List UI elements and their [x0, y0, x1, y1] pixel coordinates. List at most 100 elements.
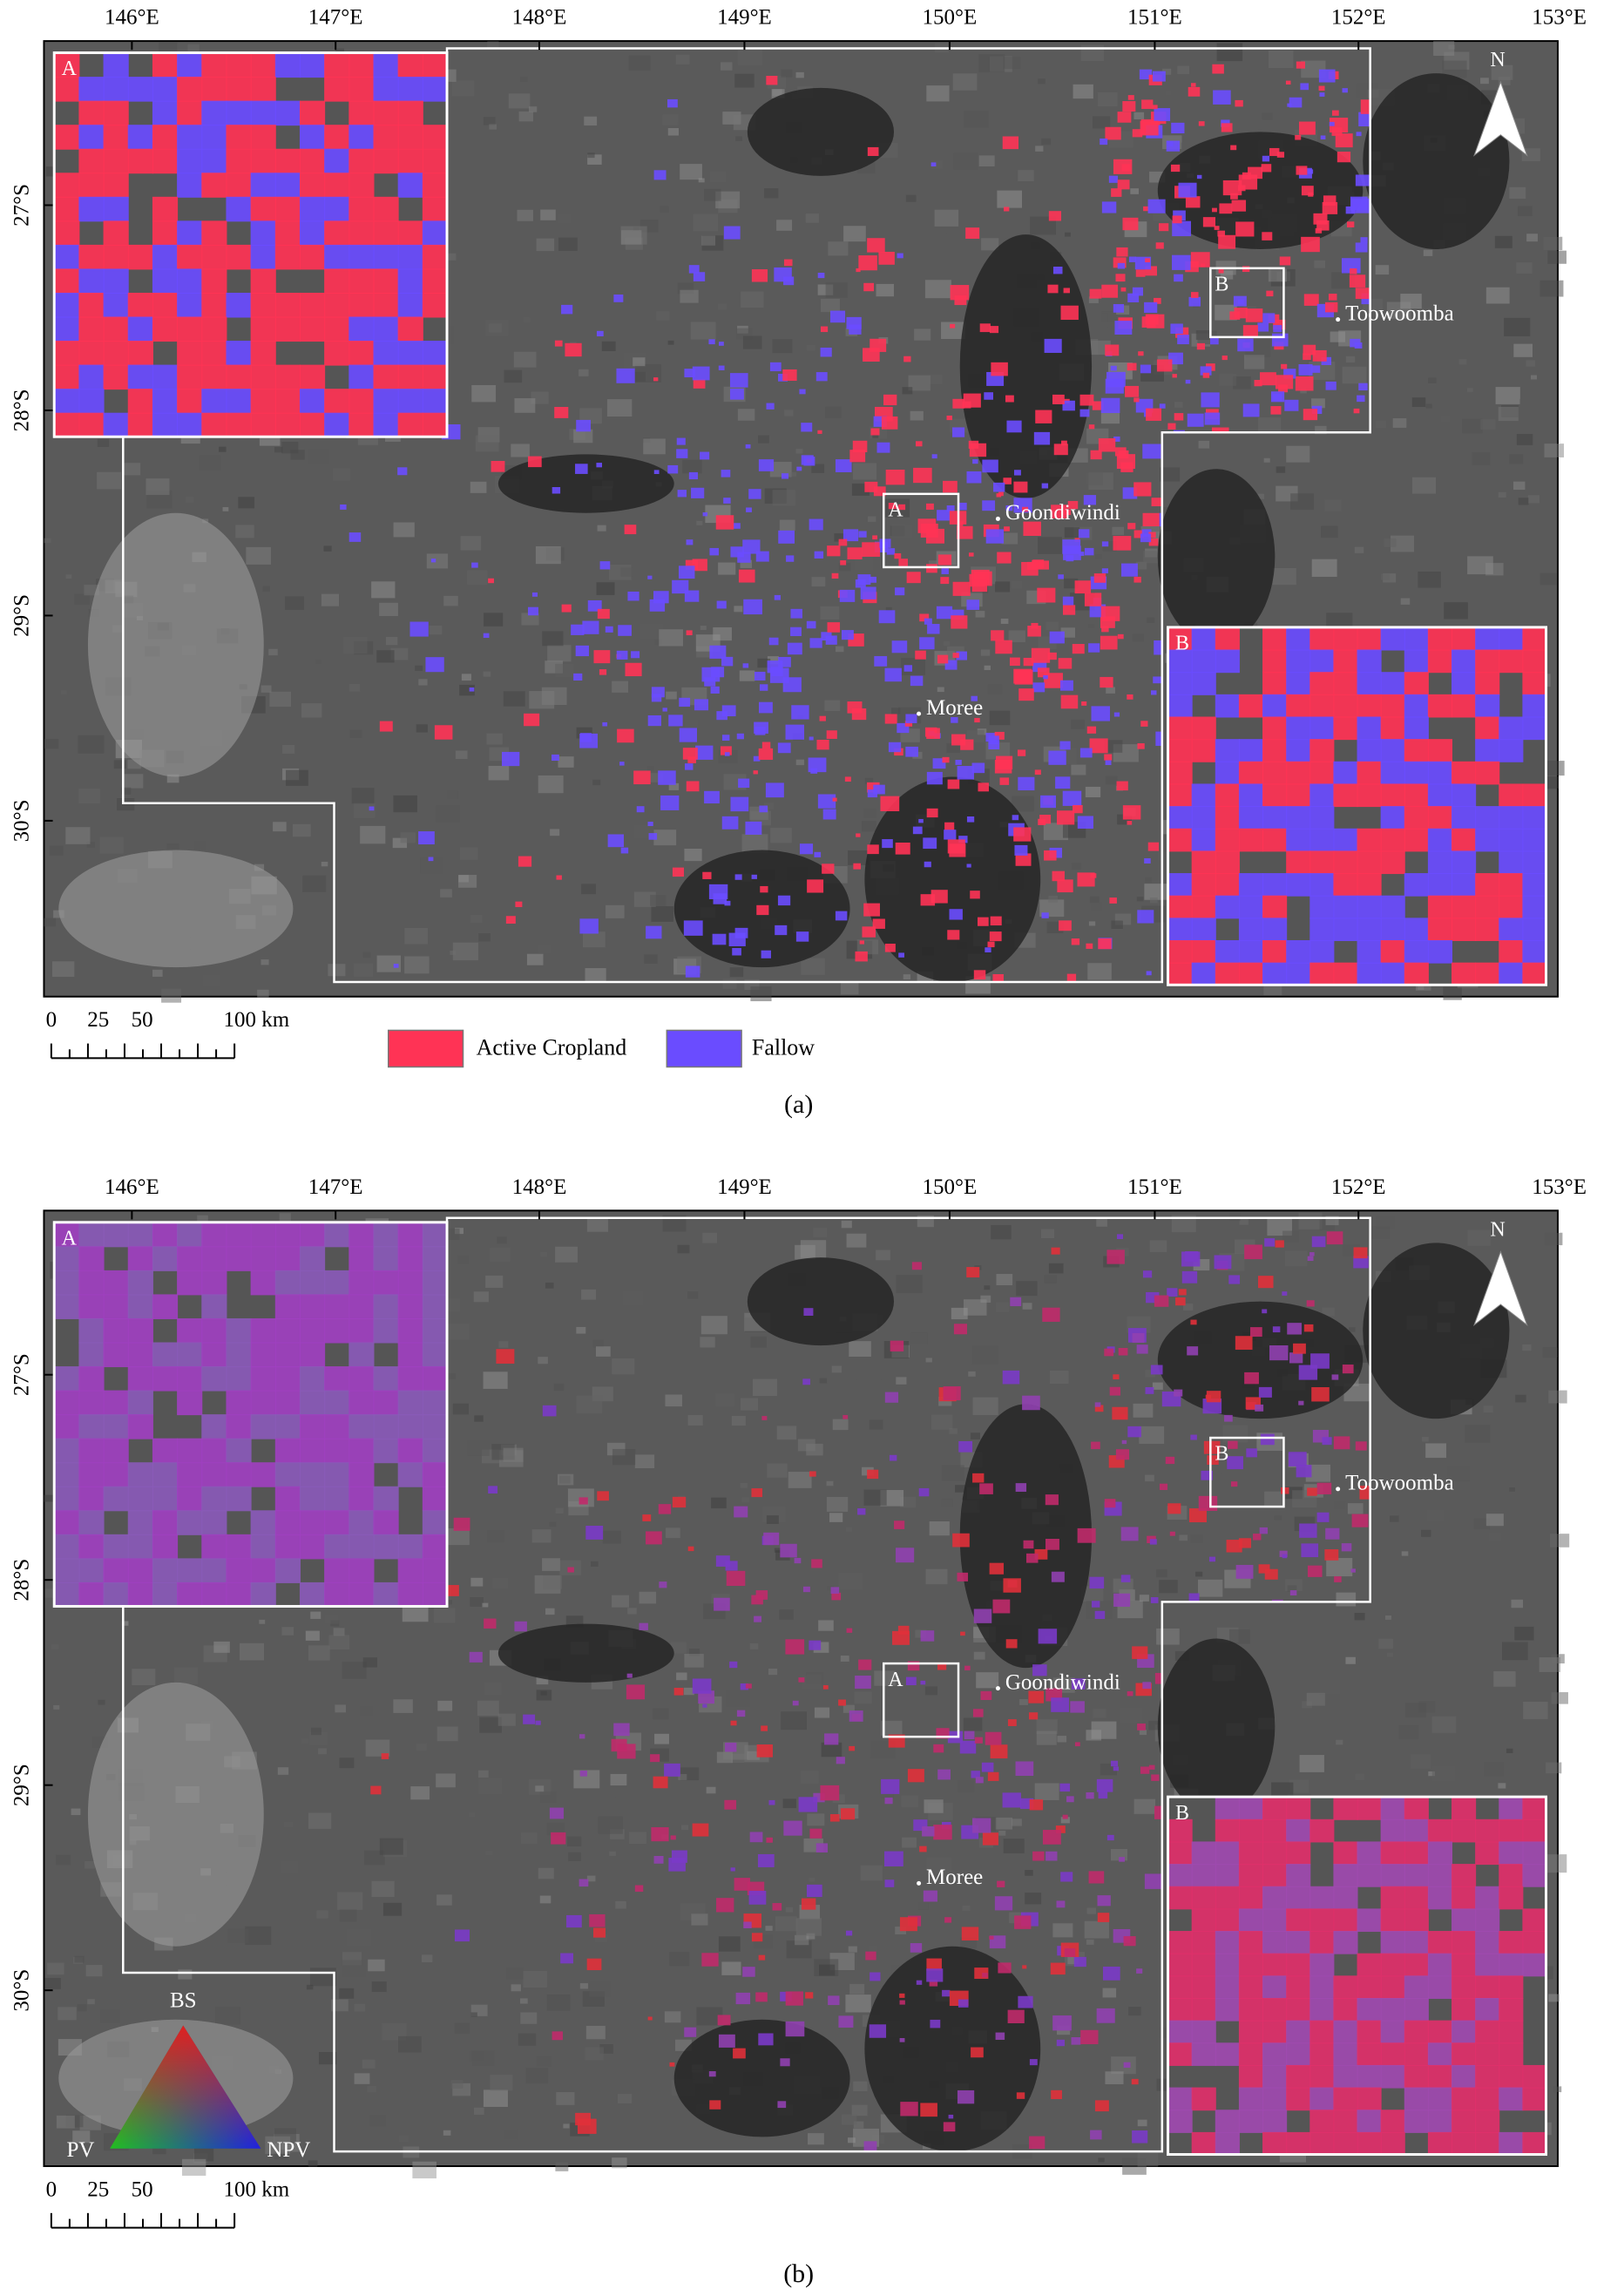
crop-patch [1045, 1494, 1059, 1506]
terrain [585, 2025, 606, 2040]
terrain [531, 391, 549, 404]
terrain [924, 1799, 944, 1813]
inset-field [1499, 626, 1524, 651]
crop-patch [1104, 1499, 1116, 1508]
crop-patch [673, 1687, 684, 1696]
terrain [1493, 1671, 1516, 1687]
inset-field [1499, 1819, 1524, 1843]
terrain [98, 1699, 105, 1705]
crop-patch [1041, 912, 1049, 918]
terrain [1001, 532, 1018, 545]
terrain [715, 191, 741, 209]
terrain [339, 1988, 355, 1999]
terrain [905, 194, 917, 202]
inset-field [1333, 850, 1358, 875]
inset-field [177, 268, 203, 294]
terrain [521, 1836, 531, 1843]
crop-patch [1014, 470, 1021, 476]
crop-patch [1038, 1629, 1058, 1644]
inset-field [250, 389, 276, 414]
terrain [1321, 525, 1338, 538]
terrain [606, 904, 625, 918]
crop-patch [806, 620, 816, 629]
crop-patch [832, 797, 837, 802]
inset-field [250, 52, 276, 78]
inset-field [1286, 2087, 1311, 2111]
terrain [711, 1497, 727, 1509]
terrain [503, 1447, 524, 1462]
inset-field [127, 1317, 153, 1344]
crop-patch [1091, 1601, 1100, 1608]
inset-field [127, 1270, 153, 1296]
crop-patch [709, 2100, 721, 2110]
terrain [1256, 493, 1264, 499]
crop-patch [1018, 688, 1034, 701]
terrain [1498, 77, 1511, 85]
inset-field [1404, 2064, 1429, 2089]
inset-field [422, 173, 449, 198]
inset-field [1286, 873, 1311, 897]
inset-field [422, 1534, 449, 1560]
inset-frame [1167, 626, 1548, 986]
terrain [1060, 1817, 1070, 1824]
crop-patch [1128, 256, 1137, 262]
inset-field [1522, 716, 1547, 741]
terrain [371, 581, 396, 599]
terrain [1539, 572, 1558, 586]
inset-field [54, 1246, 80, 1271]
terrain [841, 2114, 857, 2125]
crop-patch [1002, 1792, 1021, 1808]
terrain [555, 663, 574, 677]
inset-field [373, 1317, 399, 1344]
inset-field [201, 173, 227, 198]
terrain [1542, 1347, 1558, 1358]
inset-field [103, 52, 129, 78]
crop-patch [948, 2114, 954, 2119]
terrain [996, 1274, 1013, 1286]
terrain [795, 759, 805, 766]
terrain [161, 988, 182, 1003]
crop-patch [1137, 1723, 1146, 1730]
terrain [921, 110, 936, 120]
crop-patch [791, 705, 809, 720]
crop-patch [1112, 1406, 1128, 1420]
crop-patch [1198, 121, 1205, 126]
crop-patch [864, 481, 878, 492]
crop-patch [687, 756, 696, 763]
crop-patch [946, 415, 952, 421]
terrain [926, 85, 950, 102]
terrain [1090, 901, 1103, 911]
inset-field [1452, 672, 1477, 695]
inset-field [54, 412, 80, 438]
crop-patch [859, 940, 864, 945]
inset-field [1427, 1953, 1453, 1977]
inset-field [1333, 873, 1358, 897]
crop-patch [943, 480, 958, 493]
crop-patch [1145, 266, 1158, 276]
crop-patch [1059, 741, 1071, 750]
crop-patch [1311, 1236, 1326, 1248]
terrain [1511, 1599, 1524, 1609]
terrain [1071, 764, 1086, 775]
inset-field [1262, 940, 1288, 964]
terrain [910, 410, 924, 421]
crop-patch [1091, 1441, 1100, 1450]
legend-label: Fallow [752, 1034, 815, 1060]
inset-field [1262, 626, 1288, 651]
terrain [1036, 1719, 1058, 1735]
inset-field [152, 1510, 179, 1535]
crop-patch [855, 951, 868, 962]
terrain [1443, 986, 1462, 1000]
inset-field [78, 77, 105, 102]
inset-field [1357, 895, 1382, 919]
inset-field [1475, 2110, 1500, 2133]
terrain [1258, 417, 1282, 434]
crop-patch [1067, 500, 1079, 510]
inset-field [422, 1414, 449, 1439]
crop-patch [1185, 196, 1201, 208]
terrain [1380, 573, 1391, 580]
terrain [952, 73, 978, 91]
inset-field [1238, 739, 1264, 762]
terrain [1543, 236, 1563, 251]
